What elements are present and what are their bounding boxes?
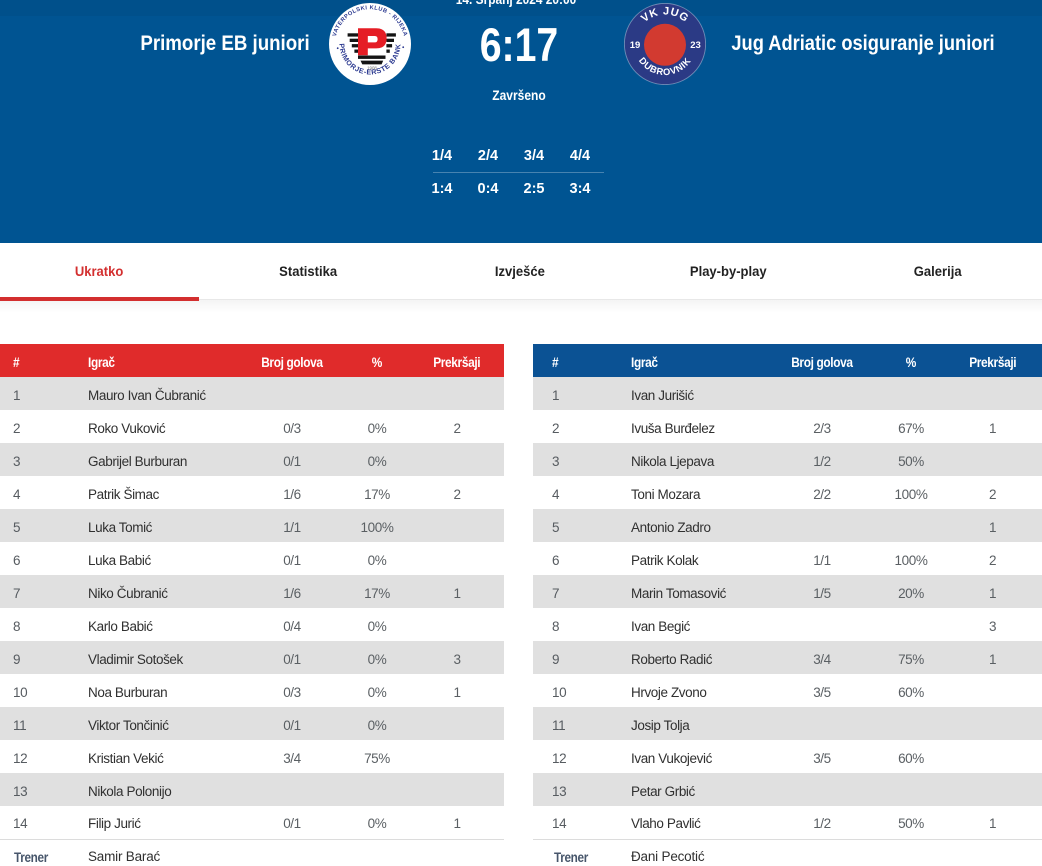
svg-text:19: 19 — [630, 40, 641, 51]
svg-text:VK JUG: VK JUG — [639, 5, 691, 25]
svg-text:23: 23 — [690, 40, 701, 51]
svg-text:1908: 1908 — [367, 65, 377, 70]
